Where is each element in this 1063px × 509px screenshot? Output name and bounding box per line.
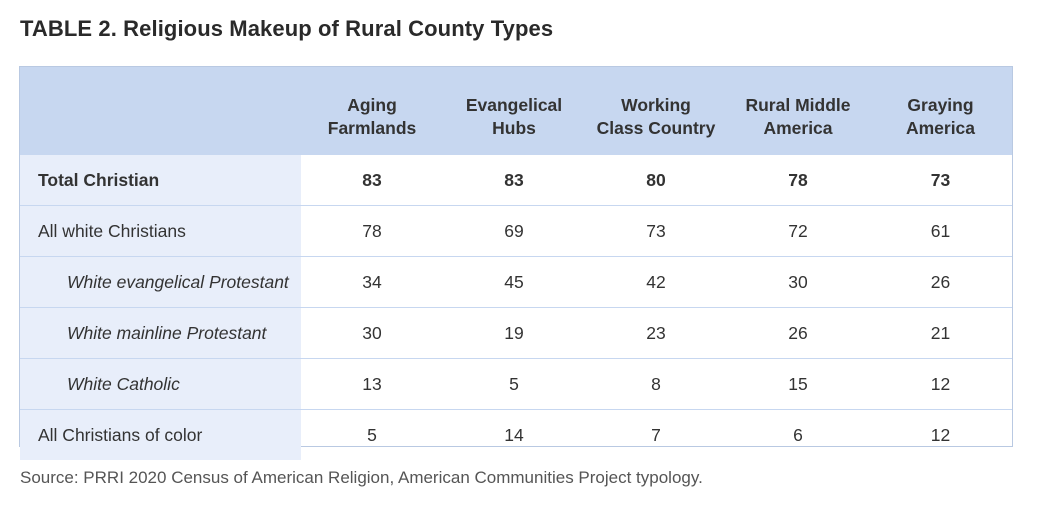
column-header-line1: Aging: [347, 94, 397, 115]
table-cell: 80: [585, 154, 727, 206]
table-row: White mainline Protestant 30 19 23 26 21: [20, 307, 1012, 359]
column-header-line1: Graying: [907, 94, 974, 115]
table-cell: 30: [301, 307, 443, 359]
column-header-line2: America: [905, 117, 976, 138]
table-title: TABLE 2. Religious Makeup of Rural Count…: [20, 16, 554, 41]
table-cell: 30: [727, 256, 869, 308]
header-row: Aging Farmlands Evangelical Hubs Working Cl…: [20, 67, 1012, 155]
table-cell: 61: [869, 205, 1012, 257]
table-cell: 5: [443, 358, 585, 410]
table-cell: 12: [869, 358, 1012, 410]
table-body: Total Christian 83 83 80 78 73 All white Chris…: [20, 154, 1012, 460]
table-cell: 26: [727, 307, 869, 359]
table-cell: 14: [443, 409, 585, 460]
column-header: Aging Farmlands: [301, 67, 443, 155]
row-label: White Catholic: [20, 358, 301, 410]
table-row: White evangelical Protestant 34 45 42 30 26: [20, 256, 1012, 308]
column-header-line2: Hubs: [492, 117, 536, 138]
table-cell: 73: [869, 154, 1012, 206]
column-header: Graying America: [869, 67, 1012, 155]
column-header-line1: Evangelical: [465, 94, 563, 115]
column-header-line2: America: [763, 117, 833, 138]
table-cell: 42: [585, 256, 727, 308]
row-label: White evangelical Protestant: [20, 256, 301, 308]
table-cell: 83: [301, 154, 443, 206]
column-header-line1: Working: [621, 94, 691, 115]
table-cell: 5: [301, 409, 443, 460]
table-cell: 26: [869, 256, 1012, 308]
column-header-line1: Rural Middle: [745, 94, 851, 115]
header-corner: [20, 67, 301, 155]
table-cell: 8: [585, 358, 727, 410]
table-row: All white Christians 78 69 73 72 61: [20, 205, 1012, 257]
table-cell: 15: [727, 358, 869, 410]
table-row: Total Christian 83 83 80 78 73: [20, 154, 1012, 206]
table-cell: 69: [443, 205, 585, 257]
column-header-line2: Class Country: [596, 117, 716, 138]
table-cell: 12: [869, 409, 1012, 460]
column-header: Evangelical Hubs: [443, 67, 585, 155]
table-cell: 78: [301, 205, 443, 257]
table-cell: 23: [585, 307, 727, 359]
row-label: Total Christian: [20, 154, 301, 206]
religious-makeup-table: Aging Farmlands Evangelical Hubs Working Cl…: [19, 66, 1013, 460]
table-cell: 83: [443, 154, 585, 206]
table-cell: 45: [443, 256, 585, 308]
column-header: Rural Middle America: [727, 67, 869, 155]
column-header: Working Class Country: [585, 67, 727, 155]
row-label: All white Christians: [20, 205, 301, 257]
table-cell: 34: [301, 256, 443, 308]
row-label: White mainline Protestant: [20, 307, 301, 359]
table-cell: 13: [301, 358, 443, 410]
table-cell: 21: [869, 307, 1012, 359]
table-row: White Catholic 13 5 8 15 12: [20, 358, 1012, 410]
table-cell: 78: [727, 154, 869, 206]
table-cell: 7: [585, 409, 727, 460]
data-table: Aging Farmlands Evangelical Hubs Working Cl…: [20, 67, 1012, 460]
table-cell: 73: [585, 205, 727, 257]
table-cell: 72: [727, 205, 869, 257]
table-cell: 19: [443, 307, 585, 359]
source-note: Source: PRRI 2020 Census of American Rel…: [20, 468, 703, 487]
column-header-line2: Farmlands: [327, 117, 417, 138]
row-label: All Christians of color: [20, 409, 301, 460]
table-row: All Christians of color 5 14 7 6 12: [20, 409, 1012, 460]
table-cell: 6: [727, 409, 869, 460]
